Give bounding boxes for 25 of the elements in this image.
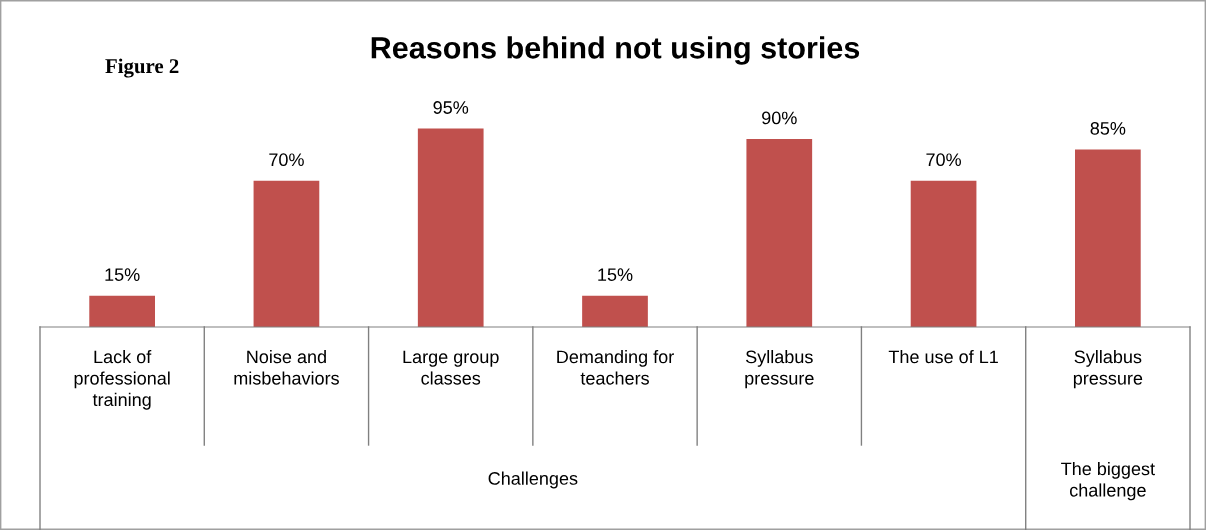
bar (1075, 149, 1141, 327)
bar (746, 139, 813, 327)
data-label: 85% (1090, 122, 1126, 135)
chart-title: Reasons behind not using stories (371, 36, 860, 65)
data-label: 95% (433, 101, 469, 114)
x-tick-label: Noise and misbehaviors (234, 350, 339, 385)
caption: Figure 2 (105, 58, 179, 78)
bar (417, 128, 484, 327)
bar (910, 180, 977, 327)
text: The biggest challenge (1061, 462, 1155, 501)
text: Challenges (488, 471, 578, 489)
data-label: 90% (762, 111, 797, 125)
bar (253, 180, 320, 327)
x-tick-label: Demanding for teachers (557, 350, 674, 385)
x-tick-label: Large group classes (403, 350, 499, 385)
x-tick-label: Syllabus pressure (1073, 350, 1143, 389)
data-label: 15% (105, 268, 140, 281)
data-label: 70% (269, 153, 304, 167)
bar (582, 295, 648, 327)
bar (89, 295, 155, 327)
data-label: 15% (598, 268, 633, 281)
x-tick-label: Lack of professional training (74, 350, 170, 410)
x-tick-label: Syllabus pressure (745, 350, 814, 389)
data-label: 70% (926, 153, 961, 167)
x-tick-label: The use of L1 (888, 350, 998, 364)
